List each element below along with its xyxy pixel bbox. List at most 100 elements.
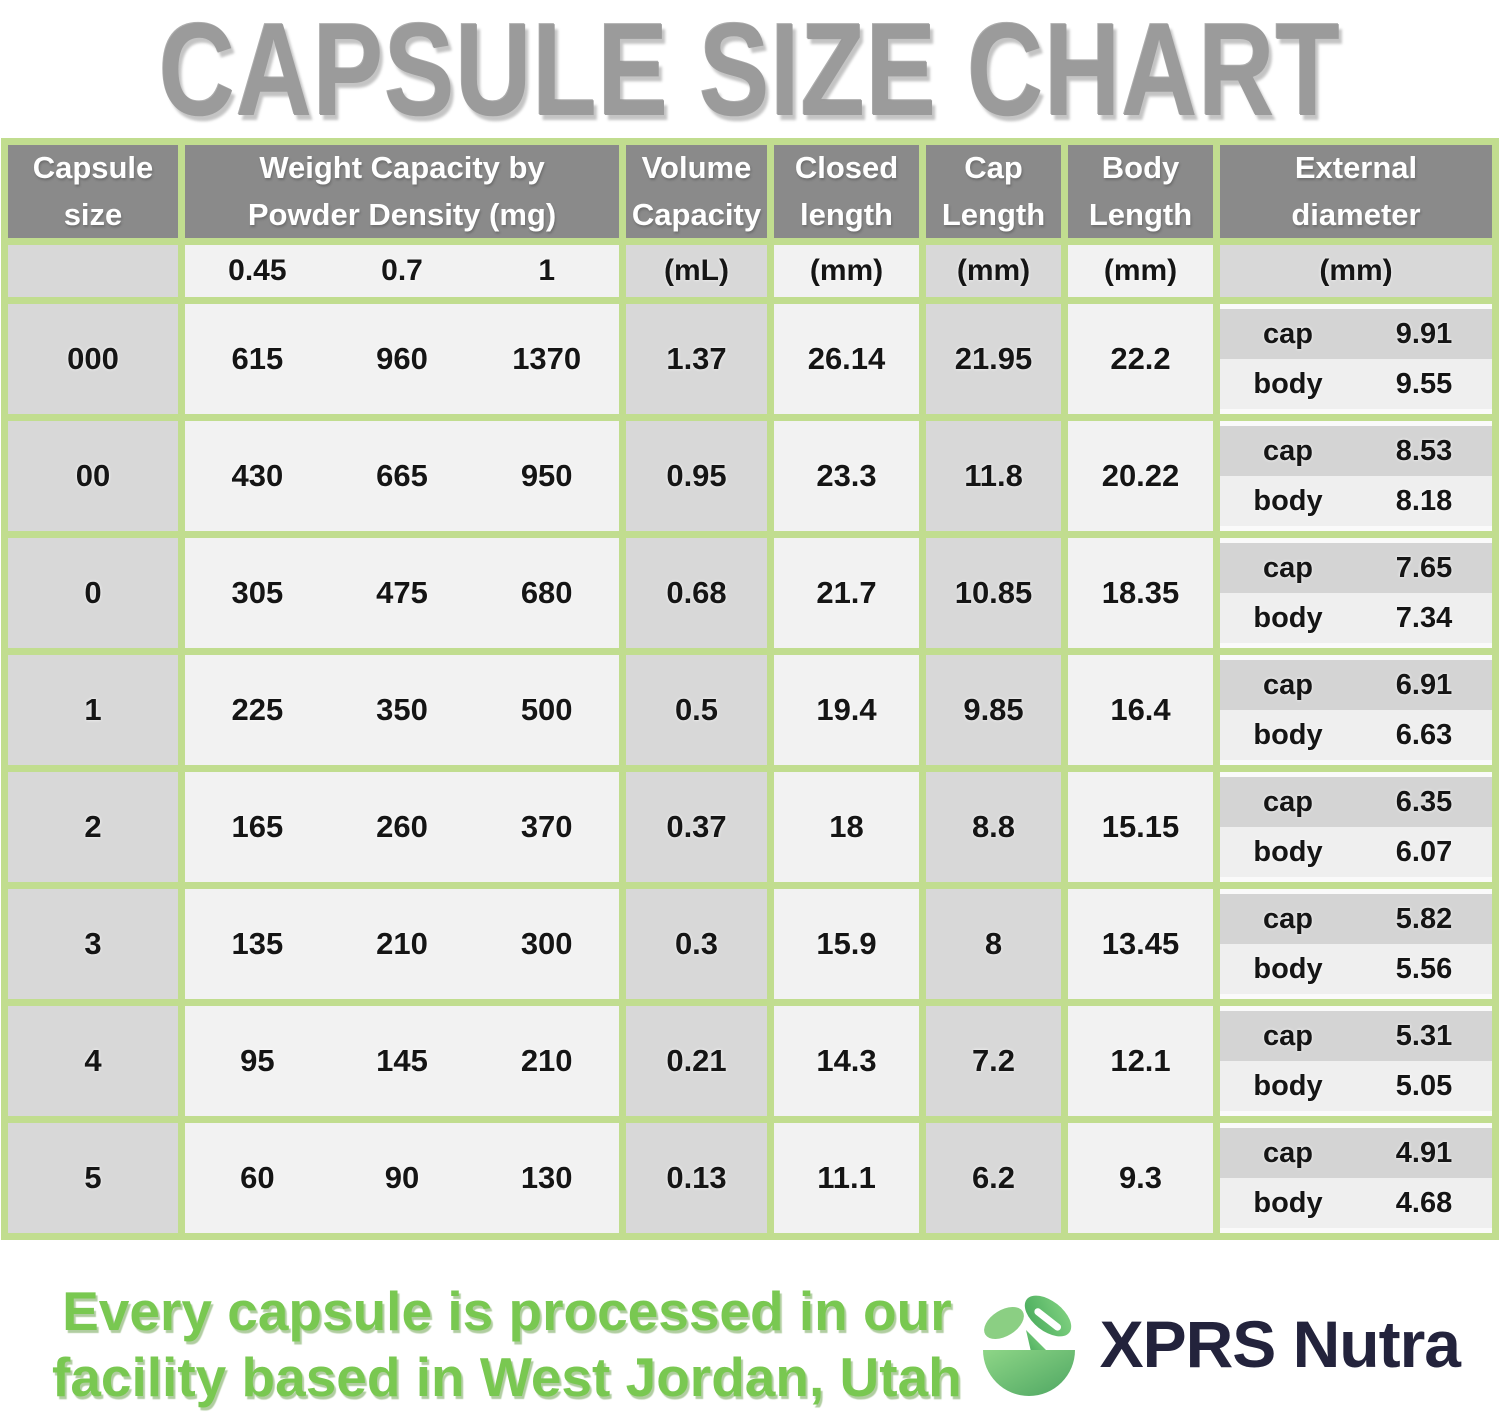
weight-capacity-cell: 225 350 500	[185, 655, 619, 765]
weight-1-value: 130	[520, 1160, 573, 1195]
capsule-size-cell: 2	[8, 772, 178, 882]
weight-045-value: 165	[231, 809, 284, 844]
weight-capacity-cell: 615 960 1370	[185, 304, 619, 414]
external-body-band: body 6.07	[1220, 827, 1492, 877]
body-length-cell: 16.4	[1068, 655, 1213, 765]
external-diameter-cell: cap 7.65 body 7.34	[1220, 538, 1492, 648]
closed-length-cell: 14.3	[774, 1006, 919, 1116]
body-length-cell: 22.2	[1068, 304, 1213, 414]
external-cap-value: 7.65	[1395, 551, 1453, 584]
weight-07-value: 665	[376, 458, 428, 493]
footer-tagline-line1: Every capsule is processed in our	[62, 1280, 952, 1342]
volume-cell: 0.3	[626, 889, 767, 999]
header-closed-line1: Closed	[794, 150, 899, 185]
brand-name: XPRS Nutra	[1099, 1307, 1461, 1381]
cap-label: cap	[1263, 434, 1313, 467]
cap-label: cap	[1263, 668, 1313, 701]
cap-label: cap	[1263, 785, 1313, 818]
footer-tagline-line2: facility based in West Jordan, Utah	[52, 1346, 962, 1408]
table-row: 4 95 145 210 0.21 14.3 7.2 12.1 cap 5.31 …	[8, 1006, 1492, 1116]
external-cap-band: cap 5.82	[1220, 894, 1492, 944]
weight-07-value: 145	[376, 1043, 428, 1078]
volume-cell: 0.37	[626, 772, 767, 882]
body-length-cell: 18.35	[1068, 538, 1213, 648]
closed-length-cell: 19.4	[774, 655, 919, 765]
weight-capacity-cell: 95 145 210	[185, 1006, 619, 1116]
weight-capacity-cell: 60 90 130	[185, 1123, 619, 1233]
units-row: 0.45 0.7 1 (mL) (mm) (mm) (mm) (mm)	[8, 245, 1492, 297]
weight-07-value: 350	[376, 692, 428, 727]
header-capsule-size-label: Capsule size	[32, 150, 154, 232]
external-body-band: body 9.55	[1220, 359, 1492, 409]
table-row: 0 305 475 680 0.68 21.7 10.85 18.35 cap 7…	[8, 538, 1492, 648]
body-length-cell: 15.15	[1068, 772, 1213, 882]
external-diameter-cell: cap 6.35 body 6.07	[1220, 772, 1492, 882]
closed-length-cell: 23.3	[774, 421, 919, 531]
weight-capacity-cell: 135 210 300	[185, 889, 619, 999]
external-body-band: body 8.18	[1220, 476, 1492, 526]
external-cap-band: cap 7.65	[1220, 543, 1492, 593]
cap-length-cell: 8	[926, 889, 1061, 999]
weight-045-value: 305	[231, 575, 284, 610]
weight-capacity-cell: 305 475 680	[185, 538, 619, 648]
body-length-cell: 20.22	[1068, 421, 1213, 531]
volume-cell: 0.95	[626, 421, 767, 531]
external-cap-band: cap 6.35	[1220, 777, 1492, 827]
body-label: body	[1253, 1186, 1323, 1219]
closed-length-cell: 11.1	[774, 1123, 919, 1233]
page-title: CAPSULE SIZE CHART	[159, 0, 1341, 143]
header-closed-line2: length	[800, 196, 893, 232]
density-1: 1	[538, 254, 556, 287]
weight-045-value: 60	[240, 1160, 275, 1195]
capsule-size-cell: 000	[8, 304, 178, 414]
external-cap-band: cap 4.91	[1220, 1128, 1492, 1178]
body-label: body	[1253, 835, 1323, 868]
external-cap-value: 5.82	[1395, 902, 1453, 935]
closed-length-cell: 21.7	[774, 538, 919, 648]
table-row: 00 430 665 950 0.95 23.3 11.8 20.22 cap 8…	[8, 421, 1492, 531]
capsule-size-cell: 3	[8, 889, 178, 999]
table-row: 3 135 210 300 0.3 15.9 8 13.45 cap 5.82 b…	[8, 889, 1492, 999]
cap-label: cap	[1263, 902, 1313, 935]
cap-length-cell: 8.8	[926, 772, 1061, 882]
cap-length-cell: 21.95	[926, 304, 1061, 414]
units-capsule-size-empty	[8, 245, 178, 297]
external-body-band: body 7.34	[1220, 593, 1492, 643]
body-label: body	[1253, 952, 1323, 985]
external-body-band: body 6.63	[1220, 710, 1492, 760]
header-body-length: Body Length	[1068, 145, 1213, 238]
external-body-band: body 4.68	[1220, 1178, 1492, 1228]
external-diameter-cell: cap 4.91 body 4.68	[1220, 1123, 1492, 1233]
header-external-line1: External	[1294, 150, 1418, 185]
weight-07-value: 90	[384, 1160, 420, 1195]
units-densities: 0.45 0.7 1	[185, 245, 619, 297]
header-body-line2: Length	[1088, 196, 1193, 232]
page-header: CAPSULE SIZE CHART	[0, 0, 1500, 138]
brand-logo: XPRS Nutra	[974, 1288, 1461, 1400]
body-label: body	[1253, 601, 1323, 634]
volume-cell: 0.13	[626, 1123, 767, 1233]
body-length-cell: 9.3	[1068, 1123, 1213, 1233]
capsule-size-cell: 0	[8, 538, 178, 648]
units-body: (mm)	[1068, 245, 1213, 297]
body-length-cell: 13.45	[1068, 889, 1213, 999]
external-cap-value: 5.31	[1395, 1019, 1453, 1052]
weight-07-value: 960	[376, 341, 428, 376]
header-body-line1: Body	[1101, 150, 1180, 185]
external-diameter-cell: cap 5.82 body 5.56	[1220, 889, 1492, 999]
weight-capacity-cell: 430 665 950	[185, 421, 619, 531]
weight-07-value: 260	[376, 809, 428, 844]
external-cap-value: 8.53	[1395, 434, 1453, 467]
external-body-value: 6.07	[1395, 835, 1453, 868]
external-body-band: body 5.05	[1220, 1061, 1492, 1111]
header-external-line2: diameter	[1291, 196, 1421, 232]
capsule-size-table: Capsule size Weight Capacity by Powder D…	[1, 138, 1499, 1240]
external-diameter-cell: cap 9.91 body 9.55	[1220, 304, 1492, 414]
weight-1-value: 680	[520, 575, 573, 610]
weight-1-value: 500	[520, 692, 573, 727]
closed-length-cell: 26.14	[774, 304, 919, 414]
header-cap-line1: Cap	[964, 150, 1023, 185]
body-length-cell: 12.1	[1068, 1006, 1213, 1116]
weight-07-value: 210	[376, 926, 428, 961]
external-cap-band: cap 8.53	[1220, 426, 1492, 476]
